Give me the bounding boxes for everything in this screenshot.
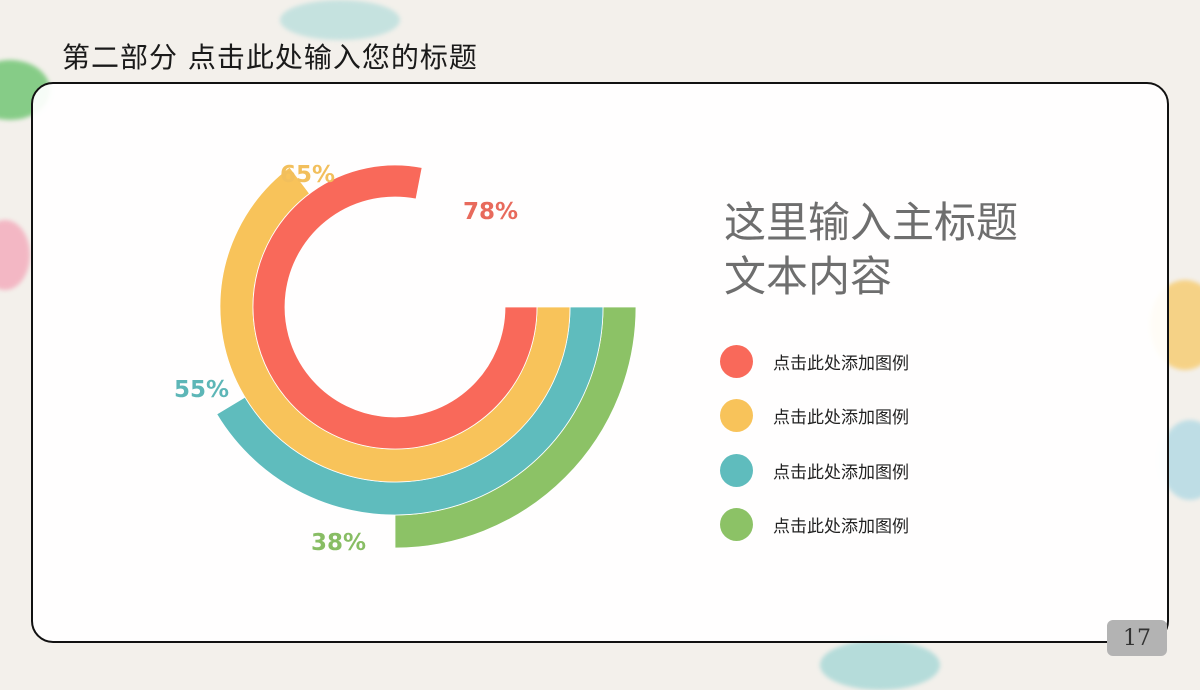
legend-swatch-teal — [720, 453, 753, 487]
main-title-line-2: 文本内容 — [724, 252, 893, 301]
legend-swatch-red — [720, 344, 753, 378]
legend-label: 点击此处添加图例 — [773, 408, 909, 429]
page-number: 17 — [1107, 620, 1167, 656]
value-label-yellow: 65% — [280, 162, 336, 188]
chart-legend: 点击此处添加图例 点击此处添加图例 点击此处添加图例 点击此处添加图例 — [720, 334, 909, 552]
value-label-teal: 55% — [174, 377, 230, 403]
main-title: 这里输入主标题 文本内容 — [724, 196, 1084, 304]
legend-label: 点击此处添加图例 — [773, 517, 909, 538]
legend-swatch-yellow — [720, 399, 753, 433]
legend-item[interactable]: 点击此处添加图例 — [720, 498, 909, 553]
value-label-red: 78% — [463, 199, 519, 225]
legend-item[interactable]: 点击此处添加图例 — [720, 389, 909, 444]
legend-swatch-green — [720, 508, 753, 542]
legend-label: 点击此处添加图例 — [773, 353, 909, 374]
legend-label: 点击此处添加图例 — [773, 462, 909, 483]
legend-item[interactable]: 点击此处添加图例 — [720, 443, 909, 498]
section-title: 第二部分 点击此处输入您的标题 — [62, 41, 478, 74]
decor-blob — [280, 0, 400, 40]
radial-bar-0 — [252, 164, 538, 450]
main-title-line-1: 这里输入主标题 — [724, 198, 1019, 247]
legend-item[interactable]: 点击此处添加图例 — [720, 334, 909, 389]
value-label-green: 38% — [311, 530, 367, 556]
radial-bar-chart — [216, 164, 637, 549]
